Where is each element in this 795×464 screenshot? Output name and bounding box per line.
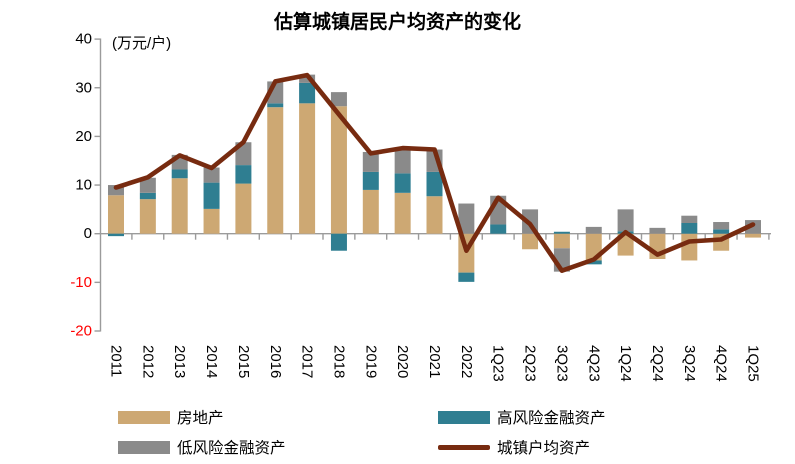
bar-segment-real_estate [108, 195, 124, 234]
x-axis-label: 2021 [426, 345, 443, 378]
bar-segment-real_estate [139, 199, 156, 234]
bar-segment-real_estate [267, 107, 284, 234]
bar-segment-real_estate [426, 196, 443, 234]
legend-swatch-low-risk [118, 440, 170, 454]
x-axis-label: 2011 [108, 345, 125, 377]
legend-label-high-risk: 高风险金融资产 [497, 410, 606, 427]
bar-segment-high_risk [267, 103, 284, 108]
y-tick-label: 0 [84, 225, 92, 242]
bar-segment-real_estate [394, 192, 411, 234]
x-axis-label: 1Q25 [745, 345, 762, 382]
bar-segment-real_estate [203, 208, 220, 234]
x-axis-label: 2Q24 [649, 345, 666, 382]
bar-segment-real_estate [171, 178, 188, 234]
bar-segment-real_estate [681, 233, 698, 261]
x-axis-label: 2Q23 [522, 345, 539, 382]
bar-segment-high_risk [330, 233, 347, 251]
bar-segment-high_risk [490, 224, 507, 234]
x-axis-label: 2015 [235, 345, 252, 378]
x-axis-label: 2018 [330, 345, 347, 378]
y-axis-unit-label: (万元/户) [112, 35, 172, 52]
x-axis-label: 4Q24 [713, 345, 730, 382]
x-axis-label: 2012 [139, 345, 156, 378]
x-axis-label: 2022 [458, 345, 475, 378]
bar-segment-low_risk [203, 167, 220, 183]
bar-segment-low_risk [649, 227, 666, 234]
bar-segment-low_risk [681, 215, 698, 223]
legend-item-high-risk: 高风险金融资产 [438, 410, 606, 427]
bar-segment-real_estate [235, 183, 252, 234]
bar-segment-high_risk [426, 171, 443, 197]
bar-segment-high_risk [553, 231, 570, 234]
legend-swatch-real-estate [118, 410, 170, 424]
bar-segment-high_risk [203, 182, 220, 209]
x-axis-label: 1Q23 [490, 345, 507, 382]
x-axis-label: 4Q23 [585, 345, 602, 382]
x-axis-label: 2017 [299, 345, 316, 378]
legend-item-real-estate: 房地产 [118, 410, 224, 427]
bar-segment-low_risk [585, 226, 602, 234]
x-axis-label: 2016 [267, 345, 284, 378]
x-axis-label: 2019 [362, 345, 379, 378]
bar-segment-high_risk [299, 82, 316, 104]
bar-segment-high_risk [394, 173, 411, 193]
trend-line-total-assets [113, 72, 756, 274]
bar-segment-high_risk [139, 192, 156, 200]
x-axis-label: 2014 [203, 345, 220, 378]
legend-label-low-risk: 低风险金融资产 [177, 440, 286, 457]
legend-label-real-estate: 房地产 [177, 410, 224, 427]
bar-segment-real_estate [362, 189, 379, 234]
x-axis-label: 1Q24 [617, 345, 634, 382]
bar-segment-low_risk [139, 177, 156, 193]
bar-segment-low_risk [330, 92, 347, 107]
legend-item-total-line: 城镇户均资产 [438, 440, 590, 457]
bar-segment-real_estate [522, 233, 539, 250]
legend-swatch-high-risk [438, 410, 490, 424]
bar-segment-high_risk [362, 171, 379, 190]
bar-segment-real_estate [330, 106, 347, 234]
bar-segment-high_risk [235, 165, 252, 184]
bar-segment-low_risk [617, 209, 634, 232]
bar-segment-high_risk [108, 233, 124, 237]
legend-label-total-line: 城镇户均资产 [497, 440, 591, 457]
y-tick-label: 20 [75, 128, 92, 145]
legend-swatch-total-line [438, 441, 490, 454]
bar-segment-high_risk [585, 260, 602, 265]
bar-segment-real_estate [617, 233, 634, 256]
bar-segment-low_risk [394, 148, 411, 174]
y-tick-label: 30 [75, 79, 92, 96]
bar-segment-real_estate [299, 103, 316, 234]
x-axis-label: 2020 [394, 345, 411, 378]
bar-segment-real_estate [745, 233, 761, 238]
bar-segment-high_risk [713, 229, 730, 234]
x-axis-label: 2013 [171, 345, 188, 378]
bar-segment-real_estate [553, 233, 570, 249]
x-axis-label: 3Q23 [553, 345, 570, 382]
bar-segment-low_risk [108, 185, 124, 196]
y-tick-label: -20 [70, 323, 92, 340]
bar-segment-low_risk [362, 151, 379, 172]
bar-segment-high_risk [171, 169, 188, 179]
chart-title: 估算城镇居民户均资产的变化 [273, 12, 521, 33]
legend-item-low-risk: 低风险金融资产 [118, 440, 286, 457]
bar-segment-high_risk [458, 272, 475, 282]
y-tick-label: 10 [75, 177, 92, 194]
bar-segment-low_risk [458, 203, 475, 234]
bar-segment-high_risk [681, 222, 698, 234]
bar-segment-low_risk [713, 222, 730, 230]
y-tick-label: 40 [75, 31, 92, 48]
y-tick-label: -10 [70, 274, 92, 291]
x-axis-label: 3Q24 [681, 345, 698, 382]
